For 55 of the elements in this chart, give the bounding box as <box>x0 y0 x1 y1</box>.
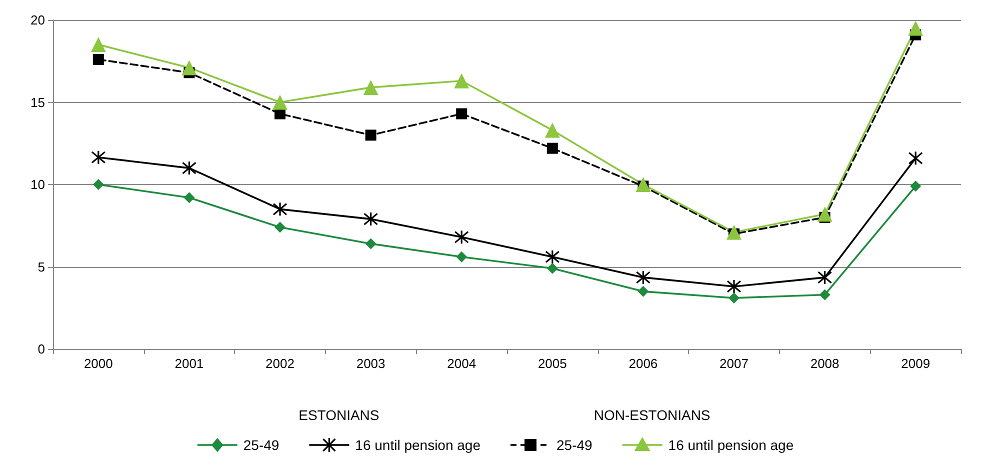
point <box>184 192 195 204</box>
point <box>363 80 378 95</box>
point <box>182 60 197 76</box>
point <box>454 73 470 88</box>
point <box>454 230 469 244</box>
x-tick-label: 2002 <box>266 356 294 371</box>
point <box>819 289 830 300</box>
point <box>546 262 558 274</box>
point <box>365 238 376 250</box>
point <box>726 224 742 240</box>
point <box>726 279 742 294</box>
point <box>636 177 651 192</box>
legend-label: 25-49 <box>556 437 593 453</box>
x-tick-label: 2001 <box>174 356 204 371</box>
x-tick-label: 2006 <box>628 356 658 371</box>
legend-label: 16 until pension age <box>355 437 481 453</box>
point <box>728 292 740 304</box>
text: NON-ESTONIANS <box>594 407 710 423</box>
y-tick-label: 15 <box>30 94 45 110</box>
legend-label: 16 until pension age <box>668 437 794 453</box>
point <box>274 222 286 233</box>
x-tick-label: 2007 <box>720 356 748 371</box>
point <box>908 150 923 166</box>
point <box>364 212 378 226</box>
point <box>818 270 832 285</box>
point <box>546 142 558 154</box>
x-tick-label: 2003 <box>356 356 386 371</box>
point <box>544 122 560 138</box>
point <box>456 108 468 120</box>
x-tick-label: 2000 <box>84 356 113 371</box>
point <box>92 179 104 190</box>
x-tick-label: 2009 <box>901 356 930 371</box>
point <box>272 202 288 216</box>
y-tick-label: 10 <box>30 177 45 192</box>
text: ESTONIANS <box>298 407 380 423</box>
y-tick-label: 5 <box>38 259 45 274</box>
y-tick-label: 20 <box>30 12 45 28</box>
point <box>365 130 376 141</box>
point <box>908 20 924 36</box>
point <box>910 180 922 192</box>
point <box>91 150 106 165</box>
point <box>272 94 288 110</box>
point <box>456 251 468 262</box>
legend-label: 25-49 <box>243 437 280 453</box>
point <box>90 37 106 52</box>
x-tick-label: 2005 <box>538 356 567 371</box>
x-tick-label: 2008 <box>810 356 840 371</box>
y-tick-label: 0 <box>38 342 45 356</box>
point <box>545 250 560 264</box>
point <box>638 286 649 297</box>
point <box>636 270 650 285</box>
point <box>817 206 832 222</box>
x-tick-label: 2004 <box>447 356 476 371</box>
point <box>92 54 104 65</box>
point <box>182 160 196 176</box>
